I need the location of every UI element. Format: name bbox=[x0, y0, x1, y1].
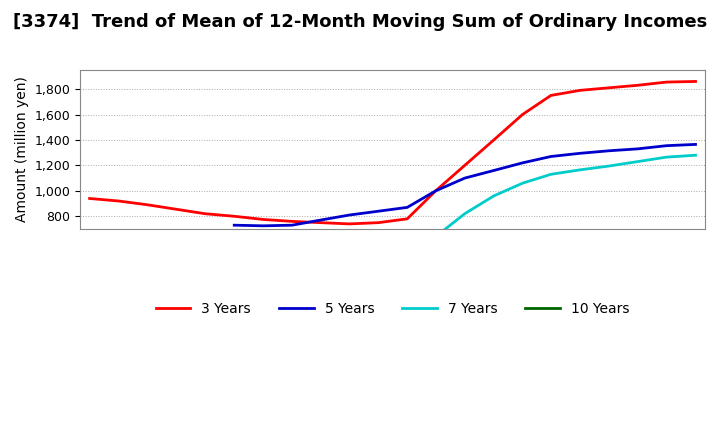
3 Years bbox=[691, 79, 700, 84]
7 Years bbox=[490, 193, 498, 198]
Legend: 3 Years, 5 Years, 7 Years, 10 Years: 3 Years, 5 Years, 7 Years, 10 Years bbox=[150, 297, 635, 322]
5 Years bbox=[288, 223, 297, 228]
7 Years bbox=[634, 159, 642, 164]
3 Years bbox=[460, 163, 469, 168]
7 Years bbox=[662, 154, 671, 160]
Line: 7 Years: 7 Years bbox=[436, 155, 696, 237]
5 Years bbox=[403, 205, 412, 210]
5 Years bbox=[230, 223, 238, 228]
3 Years bbox=[576, 88, 585, 93]
3 Years bbox=[345, 221, 354, 227]
3 Years bbox=[490, 137, 498, 143]
Text: [3374]  Trend of Mean of 12-Month Moving Sum of Ordinary Incomes: [3374] Trend of Mean of 12-Month Moving … bbox=[13, 13, 707, 31]
5 Years bbox=[345, 213, 354, 218]
Line: 5 Years: 5 Years bbox=[234, 144, 696, 226]
3 Years bbox=[143, 202, 152, 208]
5 Years bbox=[662, 143, 671, 148]
3 Years bbox=[288, 219, 297, 224]
7 Years bbox=[518, 180, 527, 186]
5 Years bbox=[460, 176, 469, 181]
5 Years bbox=[576, 150, 585, 156]
Y-axis label: Amount (million yen): Amount (million yen) bbox=[15, 77, 29, 223]
5 Years bbox=[518, 160, 527, 165]
7 Years bbox=[546, 172, 555, 177]
3 Years bbox=[518, 112, 527, 117]
3 Years bbox=[634, 83, 642, 88]
3 Years bbox=[316, 220, 325, 225]
3 Years bbox=[403, 216, 412, 221]
5 Years bbox=[691, 142, 700, 147]
5 Years bbox=[634, 146, 642, 151]
5 Years bbox=[605, 148, 613, 154]
3 Years bbox=[605, 85, 613, 91]
3 Years bbox=[114, 198, 123, 204]
3 Years bbox=[662, 80, 671, 85]
5 Years bbox=[431, 188, 440, 194]
3 Years bbox=[259, 217, 268, 222]
Line: 3 Years: 3 Years bbox=[89, 81, 696, 224]
5 Years bbox=[490, 168, 498, 173]
5 Years bbox=[546, 154, 555, 159]
3 Years bbox=[431, 188, 440, 194]
7 Years bbox=[605, 163, 613, 169]
3 Years bbox=[374, 220, 383, 225]
5 Years bbox=[259, 223, 268, 228]
5 Years bbox=[374, 209, 383, 214]
5 Years bbox=[316, 217, 325, 223]
7 Years bbox=[460, 211, 469, 216]
3 Years bbox=[85, 196, 94, 201]
7 Years bbox=[431, 234, 440, 239]
3 Years bbox=[230, 214, 238, 219]
3 Years bbox=[546, 93, 555, 98]
7 Years bbox=[691, 153, 700, 158]
3 Years bbox=[172, 207, 181, 212]
7 Years bbox=[576, 167, 585, 172]
3 Years bbox=[201, 211, 210, 216]
